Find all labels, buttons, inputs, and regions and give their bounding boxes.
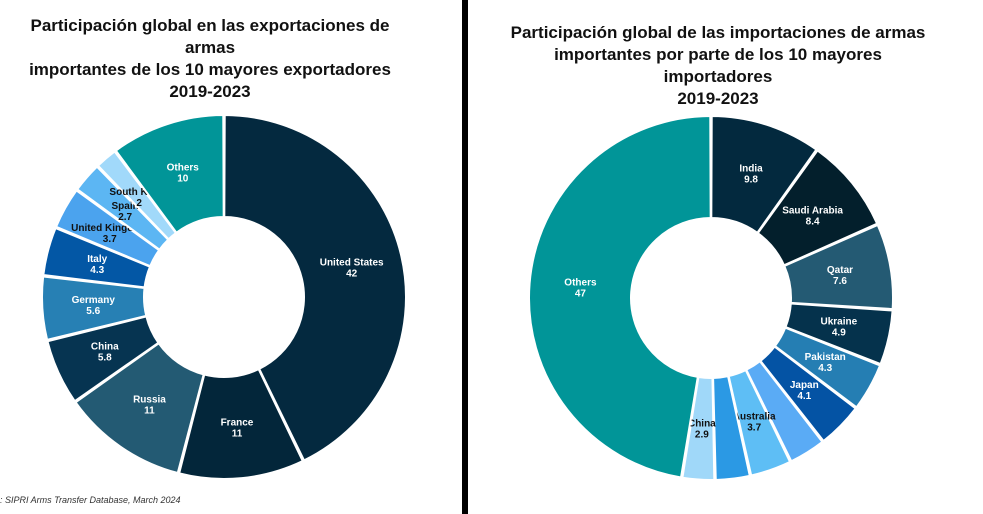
exports-chart-title: Participación global en las exportacione… [10, 15, 410, 103]
donut-slice [759, 345, 858, 443]
donut-slice [784, 302, 894, 366]
slice-label: Others [564, 277, 597, 288]
donut-slice [42, 226, 152, 289]
exports-chart-panel: Participación global en las exportacione… [0, 0, 462, 514]
donut-slice [782, 223, 894, 311]
slice-label: Australia [733, 412, 776, 423]
slice-value-label: 11 [144, 406, 155, 417]
slice-label: Others [167, 163, 200, 174]
donut-slice [177, 367, 305, 480]
slice-value-label: 11 [232, 428, 243, 439]
slice-value-label: 4.3 [818, 363, 832, 374]
slice-label: China [91, 341, 119, 352]
slice-value-label: 7.6 [833, 276, 847, 287]
slice-value-label: 5.6 [86, 306, 100, 317]
slice-label: Spain [112, 201, 139, 212]
slice-value-label: 5.8 [98, 352, 112, 363]
donut-slice [74, 341, 205, 475]
donut-slice [528, 114, 712, 479]
donut-slice [41, 275, 148, 342]
panel-divider [462, 0, 468, 514]
slice-label: Germany [72, 295, 116, 306]
imports-chart-panel: Participación global de las importacione… [470, 0, 983, 514]
slice-label: China [688, 419, 716, 430]
slice-value-label: 42 [346, 269, 358, 280]
imports-title-line: importantes por parte de los 10 mayores … [554, 45, 882, 86]
source-note: : SIPRI Arms Transfer Database, March 20… [0, 495, 181, 505]
slice-value-label: 9.8 [744, 174, 758, 185]
imports-chart-title: Participación global de las importacione… [498, 22, 938, 110]
imports-title-line: 2019-2023 [677, 89, 759, 108]
slice-value-label: 47 [575, 288, 587, 299]
slice-label: France [221, 417, 254, 428]
slice-value-label: 3.7 [103, 234, 117, 245]
slice-value-label: 3.7 [747, 423, 761, 434]
slice-label: Saudi Arabia [782, 205, 843, 216]
slice-label: Russia [133, 395, 166, 406]
slice-label: United Kingdom [71, 223, 148, 234]
slice-value-label: 2.7 [118, 212, 132, 223]
donut-slice [46, 315, 160, 403]
slice-value-label: 4.9 [832, 328, 846, 339]
slice-label: Pakistan [805, 352, 846, 363]
slice-value-label: 8.4 [806, 216, 820, 227]
slice-label: Ukraine [820, 317, 857, 328]
exports-donut-chart: United States42France11Russia11China5.8G… [41, 113, 407, 480]
slice-label: India [739, 163, 763, 174]
slice-value-label: 2 [136, 198, 142, 209]
exports-title-line: importantes de los 10 mayores exportador… [29, 60, 391, 79]
donut-slice [114, 113, 225, 235]
exports-title-line: 2019-2023 [169, 82, 251, 101]
donut-slice [223, 113, 407, 462]
donut-slice [710, 114, 818, 235]
slice-label: Italy [87, 254, 107, 265]
slice-label: Qatar [827, 265, 853, 276]
slice-value-label: 10 [177, 174, 189, 185]
slice-value-label: 2.9 [695, 430, 709, 441]
donut-slice [773, 326, 882, 409]
slice-label: Japan [790, 380, 819, 391]
slice-value-label: 4.3 [90, 265, 104, 276]
slice-label: United States [320, 258, 384, 269]
donut-slice [756, 149, 879, 267]
slice-label: South Korea [109, 187, 169, 198]
exports-title-line: Participación global en las exportacione… [30, 16, 390, 57]
slice-value-label: 4.1 [797, 391, 811, 402]
imports-title-line: Participación global de las importacione… [510, 23, 926, 42]
